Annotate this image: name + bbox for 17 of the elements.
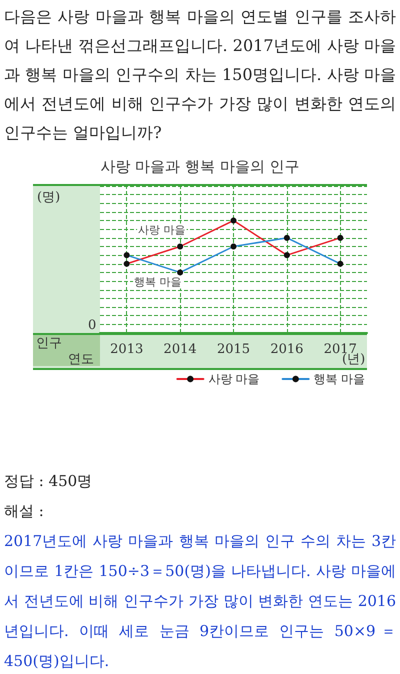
x-tick-label: 2013 [110, 342, 144, 357]
chart-title: 사랑 마을과 행복 마을의 인구 [100, 158, 300, 176]
x-tick-label: 2015 [216, 342, 250, 357]
legend-label: 사랑 마을 [208, 372, 260, 386]
x-tick-label: 2016 [270, 342, 304, 357]
text: 다음은 사랑 마을과 행복 마을의 연도별 인구를 조사하여 나타낸 꺾은선그래프입니다. 2017년도에 사랑 마을과 행복 마을의 인구수의 차는 150명입니다. 사랑 마을에서 전년도에 비해 인구수가 가장 많이 변화한 연도의 인구수는 얼마입니까? [4, 6, 396, 144]
legend-label: 행복 마을 [314, 372, 366, 386]
text: 행복 마을 [134, 275, 182, 288]
text: 사랑 마을 [138, 224, 186, 237]
text: 연도 [68, 351, 94, 368]
text: 정답 : 450명 [4, 471, 94, 492]
text: 0 [88, 318, 96, 333]
x-tick-label: 2014 [164, 342, 197, 357]
y-axis-title: (명) [37, 189, 60, 206]
text: 2017년도에 사랑 마을과 행복 마을의 인구 수의 차는 3칸이므로 1칸은 150÷3＝50(명)을 나타냅니다. 사랑 마을에서 전년도에 비해 인구수가 가장 많이 변화한 연도는 2016년입니다. 이때 세로 눈금 9칸이므로 인구는 50×9＝450(명)입니다. [4, 531, 396, 672]
text: 인구 [36, 335, 62, 352]
text: 해설 : [4, 501, 45, 522]
